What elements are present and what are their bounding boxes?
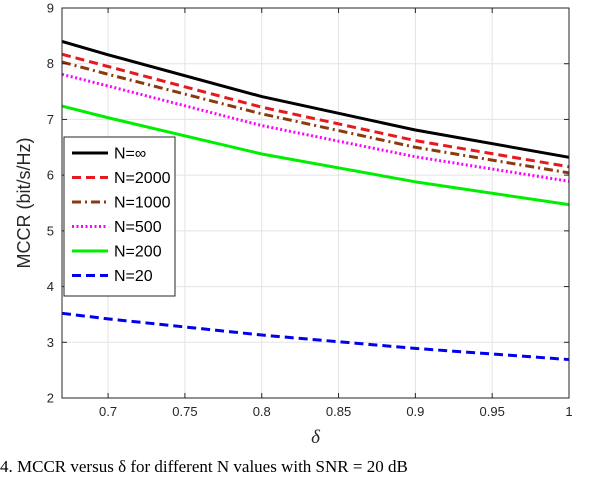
x-tick-label: 0.7 — [99, 404, 117, 419]
series-line-4 — [61, 104, 570, 207]
figure-caption: 4. MCCR versus δ for different N values … — [0, 457, 408, 476]
y-axis-ticks: 2 3 4 5 6 7 8 9 — [47, 1, 569, 406]
y-tick-label: 3 — [47, 335, 54, 350]
y-axis-label: MCCR (bit/s/Hz) — [14, 138, 34, 269]
series-line-3 — [61, 72, 570, 183]
y-tick-label: 6 — [47, 168, 54, 183]
mccr-line-chart: 0.7 0.75 0.8 0.85 0.9 0.95 1 2 3 4 5 6 7 8 9 MCCR (bi… — [14, 1, 573, 449]
x-tick-label: 0.8 — [253, 404, 271, 419]
y-tick-label: 8 — [47, 56, 54, 71]
y-tick-label: 9 — [47, 1, 54, 16]
x-tick-label: 0.95 — [480, 404, 505, 419]
x-tick-label: 0.75 — [172, 404, 197, 419]
series-line-5 — [61, 311, 570, 362]
legend-label-4: N=200 — [114, 244, 162, 261]
legend-box — [63, 136, 176, 297]
x-tick-label: 0.85 — [326, 404, 351, 419]
legend-label-1: N=2000 — [114, 170, 171, 187]
legend: N=∞ N=2000 N=1000 N=500 N=200 N=20 — [63, 136, 176, 297]
y-tick-label: 5 — [47, 223, 54, 238]
x-tick-label: 0.9 — [406, 404, 424, 419]
series-line-0 — [61, 39, 570, 159]
legend-label-0: N=∞ — [114, 146, 146, 163]
y-tick-label: 4 — [47, 279, 54, 294]
x-axis-label: δ — [311, 427, 321, 448]
y-tick-label: 2 — [47, 391, 54, 406]
x-tick-label: 1 — [565, 404, 572, 419]
series-line-1 — [61, 52, 570, 169]
legend-label-2: N=1000 — [114, 195, 171, 212]
plot-frame — [61, 7, 570, 399]
x-axis-ticks: 0.7 0.75 0.8 0.85 0.9 0.95 1 — [99, 8, 573, 419]
series-lines — [61, 39, 570, 362]
legend-label-3: N=500 — [114, 219, 162, 236]
y-tick-label: 7 — [47, 112, 54, 127]
legend-label-5: N=20 — [114, 268, 153, 285]
